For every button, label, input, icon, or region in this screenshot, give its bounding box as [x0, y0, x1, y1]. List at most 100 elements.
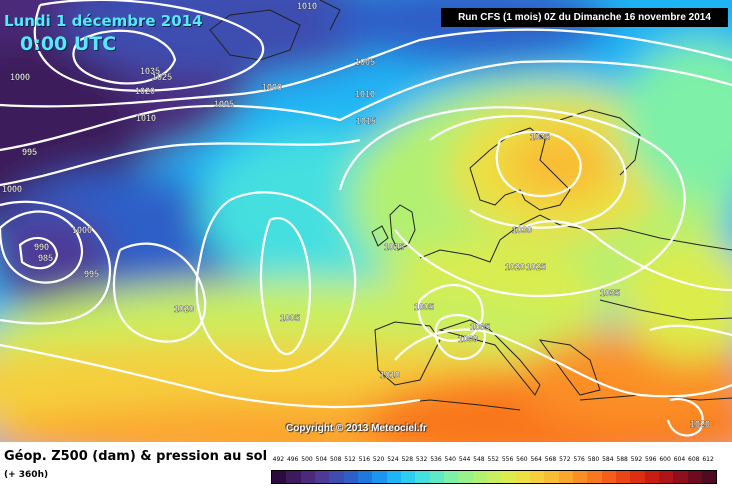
pressure-label: 1030 [512, 225, 532, 235]
color-swatch [687, 471, 702, 483]
geopotential-field [0, 0, 732, 442]
scale-value-label: 492 [272, 456, 285, 463]
scale-value-label: 516 [358, 456, 371, 463]
pressure-label: 1010 [355, 89, 375, 99]
legend-title: Géop. Z500 (dam) & pression au sol [4, 449, 268, 464]
scale-value-label: 520 [372, 456, 385, 463]
pressure-label: 1005 [470, 322, 490, 332]
color-swatch [357, 471, 373, 483]
pressure-label: 1035 [530, 132, 550, 142]
pressure-label: 1010 [380, 370, 400, 380]
scale-value-label: 524 [387, 456, 399, 463]
pressure-label: 1020 [174, 304, 194, 314]
pressure-label: 1010 [136, 113, 156, 123]
color-scale-labels: 492 496 500 504 508 512 516 520 524 528 532 536 540 5… [271, 456, 723, 466]
pressure-label: 1000 [72, 225, 92, 235]
color-swatch [372, 471, 387, 483]
scale-value-label: 556 [501, 456, 514, 463]
forecast-time: 0:00 UTC [20, 33, 117, 55]
color-scale-bar [271, 470, 717, 484]
scale-value-label: 560 [516, 456, 528, 463]
color-swatch [601, 471, 616, 483]
scale-value-label: 580 [587, 456, 600, 463]
forecast-date: Lundi 1 décembre 2014 [4, 12, 203, 30]
scale-value-label: 512 [344, 456, 356, 463]
scale-value-label: 548 [473, 456, 485, 463]
color-swatch [343, 471, 358, 483]
scale-value-label: 584 [602, 456, 614, 463]
scale-value-label: 504 [315, 456, 328, 463]
scale-value-label: 604 [673, 456, 686, 463]
color-swatch [386, 471, 401, 483]
weather-map: 1010 1000 1035 1025 1020 1005 1000 1010 … [0, 0, 732, 442]
color-swatch [329, 471, 344, 483]
coastlines [209, 0, 732, 411]
scale-value-label: 576 [573, 456, 585, 463]
scale-value-label: 608 [688, 456, 700, 463]
scale-value-label: 528 [401, 456, 414, 463]
color-swatch [400, 471, 416, 483]
color-swatch [558, 471, 573, 483]
pressure-label: 1005 [414, 302, 434, 312]
color-swatch [572, 471, 588, 483]
pressure-label: 1005 [355, 57, 375, 67]
scale-value-label: 592 [630, 456, 643, 463]
legend-subtitle: (+ 360h) [4, 470, 49, 480]
pressure-label: 1005 [214, 99, 234, 109]
color-swatch [286, 471, 301, 483]
color-swatch [529, 471, 545, 483]
scale-value-label: 552 [487, 456, 499, 463]
color-swatch [701, 471, 717, 483]
color-swatch [515, 471, 530, 483]
color-swatch [429, 471, 444, 483]
color-swatch [615, 471, 631, 483]
scale-value-label: 500 [301, 456, 313, 463]
color-swatch [587, 471, 602, 483]
pressure-label: 1025 [152, 72, 172, 82]
pressure-label: 1010 [297, 1, 317, 11]
color-swatch [272, 471, 287, 483]
pressure-label: 1015 [384, 242, 404, 252]
color-swatch [544, 471, 559, 483]
color-swatch [415, 471, 430, 483]
color-swatch [458, 471, 473, 483]
color-swatch [314, 471, 330, 483]
scale-value-label: 540 [444, 456, 456, 463]
color-swatch [673, 471, 688, 483]
color-swatch [472, 471, 487, 483]
scale-value-label: 612 [702, 456, 714, 463]
scale-value-label: 572 [559, 456, 571, 463]
scale-value-label: 588 [616, 456, 628, 463]
scale-value-label: 496 [286, 456, 299, 463]
pressure-label: 1035 [140, 66, 160, 76]
pressure-label: 1015 [356, 116, 376, 126]
color-swatch [486, 471, 502, 483]
color-swatch [501, 471, 516, 483]
pressure-label: 985 [38, 253, 53, 263]
pressure-label: 1005 [280, 313, 300, 323]
color-swatch [630, 471, 645, 483]
color-swatch [644, 471, 659, 483]
pressure-label: 1000 [2, 184, 22, 194]
scale-value-label: 600 [659, 456, 671, 463]
scale-value-label: 564 [530, 456, 542, 463]
pressure-label: 1000 [10, 72, 30, 82]
pressure-labels: 1010 1000 1035 1025 1020 1005 1000 1010 … [2, 1, 710, 429]
copyright-notice: Copyright © 2013 Meteociel.fr [286, 423, 427, 434]
legend-footer: Géop. Z500 (dam) & pression au sol (+ 36… [0, 442, 732, 488]
pressure-label: 995 [84, 269, 99, 279]
pressure-label: 1025 [526, 262, 546, 272]
isobars [0, 0, 732, 435]
pressure-label: 995 [22, 147, 37, 157]
scale-value-label: 532 [415, 456, 428, 463]
color-swatch [300, 471, 315, 483]
run-info-banner: Run CFS (1 mois) 0Z du Dimanche 16 novem… [441, 8, 728, 27]
pressure-label: 1020 [135, 86, 155, 96]
scale-value-label: 596 [645, 456, 657, 463]
pressure-label: 990 [34, 242, 49, 252]
pressure-label: 1035 [600, 288, 620, 298]
pressure-label: 1000 [262, 82, 282, 92]
scale-value-label: 568 [544, 456, 557, 463]
pressure-label: 1020 [690, 419, 710, 429]
